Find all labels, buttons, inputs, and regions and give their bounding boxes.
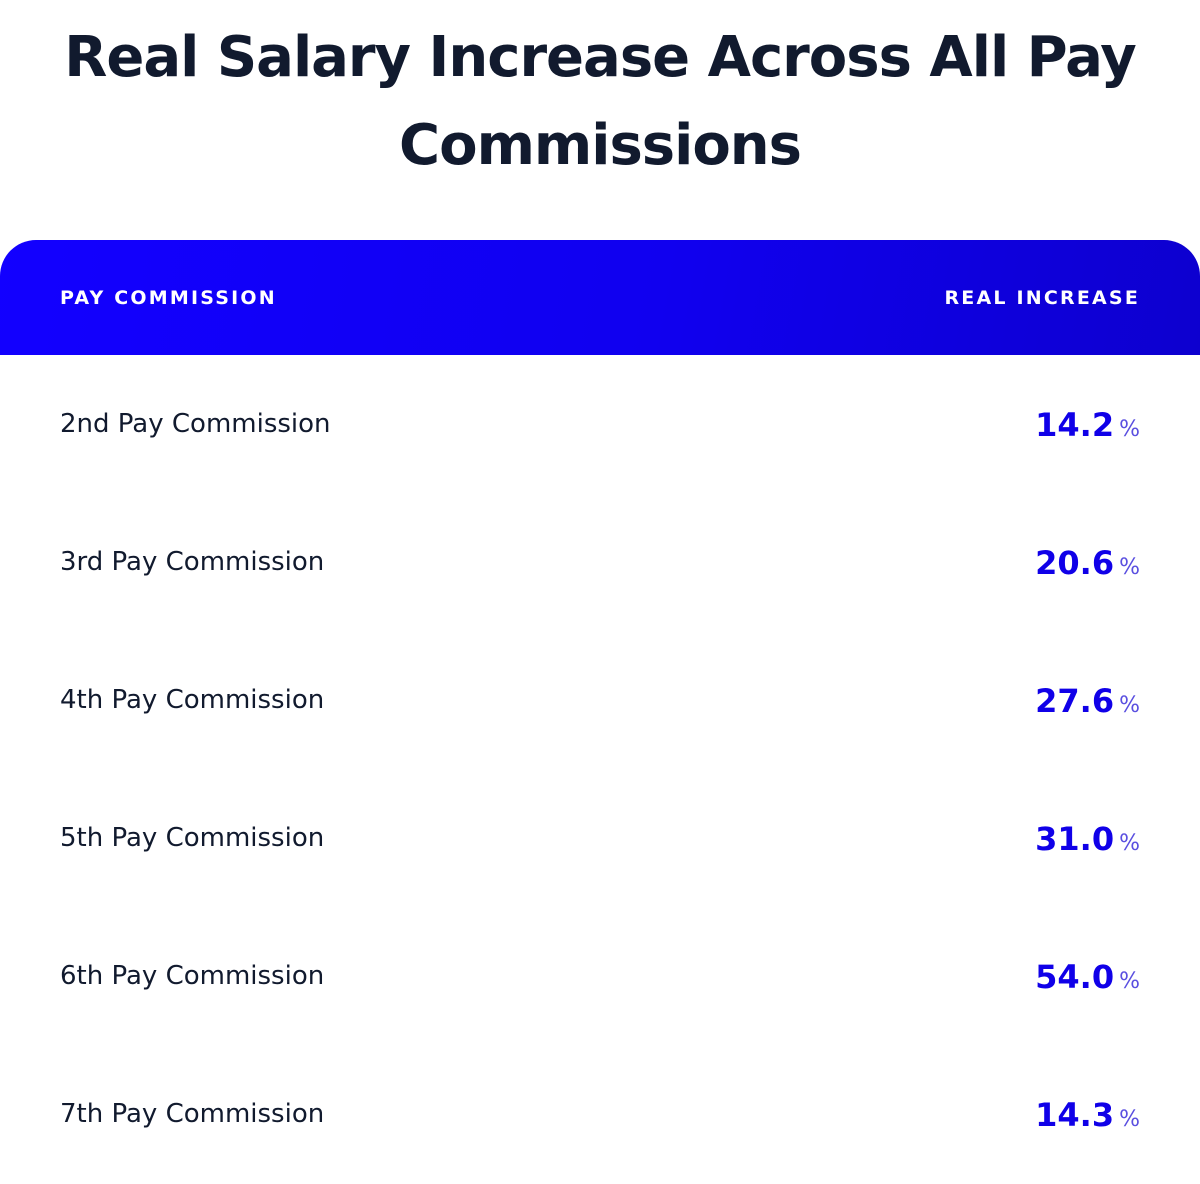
value-number: 54.0 xyxy=(1035,958,1115,996)
value-unit: % xyxy=(1119,555,1140,580)
value-unit: % xyxy=(1119,417,1140,442)
row-value: 31.0% xyxy=(1035,819,1140,864)
row-value: 27.6% xyxy=(1035,681,1140,726)
value-unit: % xyxy=(1119,969,1140,994)
value-unit: % xyxy=(1119,831,1140,856)
table-row: 5th Pay Commission 31.0% xyxy=(0,769,1200,907)
value-number: 27.6 xyxy=(1035,682,1115,720)
row-value: 14.2% xyxy=(1035,405,1140,450)
row-value: 14.3% xyxy=(1035,1095,1140,1140)
value-unit: % xyxy=(1119,1107,1140,1132)
value-number: 31.0 xyxy=(1035,820,1115,858)
table-row: 2nd Pay Commission 14.2% xyxy=(0,355,1200,493)
table-row: 3rd Pay Commission 20.6% xyxy=(0,493,1200,631)
value-unit: % xyxy=(1119,693,1140,718)
table-header: PAY COMMISSION REAL INCREASE xyxy=(0,240,1200,355)
row-label: 6th Pay Commission xyxy=(60,961,325,991)
table-body: 2nd Pay Commission 14.2% 3rd Pay Commissio… xyxy=(0,355,1200,1183)
row-label: 4th Pay Commission xyxy=(60,685,325,715)
value-number: 14.2 xyxy=(1035,406,1115,444)
value-number: 20.6 xyxy=(1035,544,1115,582)
row-label: 2nd Pay Commission xyxy=(60,409,331,439)
table-row: 4th Pay Commission 27.6% xyxy=(0,631,1200,769)
row-value: 54.0% xyxy=(1035,957,1140,1002)
header-pay-commission: PAY COMMISSION xyxy=(60,287,277,309)
table-card: PAY COMMISSION REAL INCREASE 2nd Pay Com… xyxy=(0,240,1200,1184)
header-real-increase: REAL INCREASE xyxy=(944,287,1140,309)
row-label: 5th Pay Commission xyxy=(60,823,325,853)
row-value: 20.6% xyxy=(1035,543,1140,588)
table-row: 7th Pay Commission 14.3% xyxy=(0,1045,1200,1183)
row-label: 3rd Pay Commission xyxy=(60,547,325,577)
row-label: 7th Pay Commission xyxy=(60,1099,325,1129)
table-row: 6th Pay Commission 54.0% xyxy=(0,907,1200,1045)
value-number: 14.3 xyxy=(1035,1096,1115,1134)
chart-title: Real Salary Increase Across All Pay Comm… xyxy=(64,25,1137,178)
